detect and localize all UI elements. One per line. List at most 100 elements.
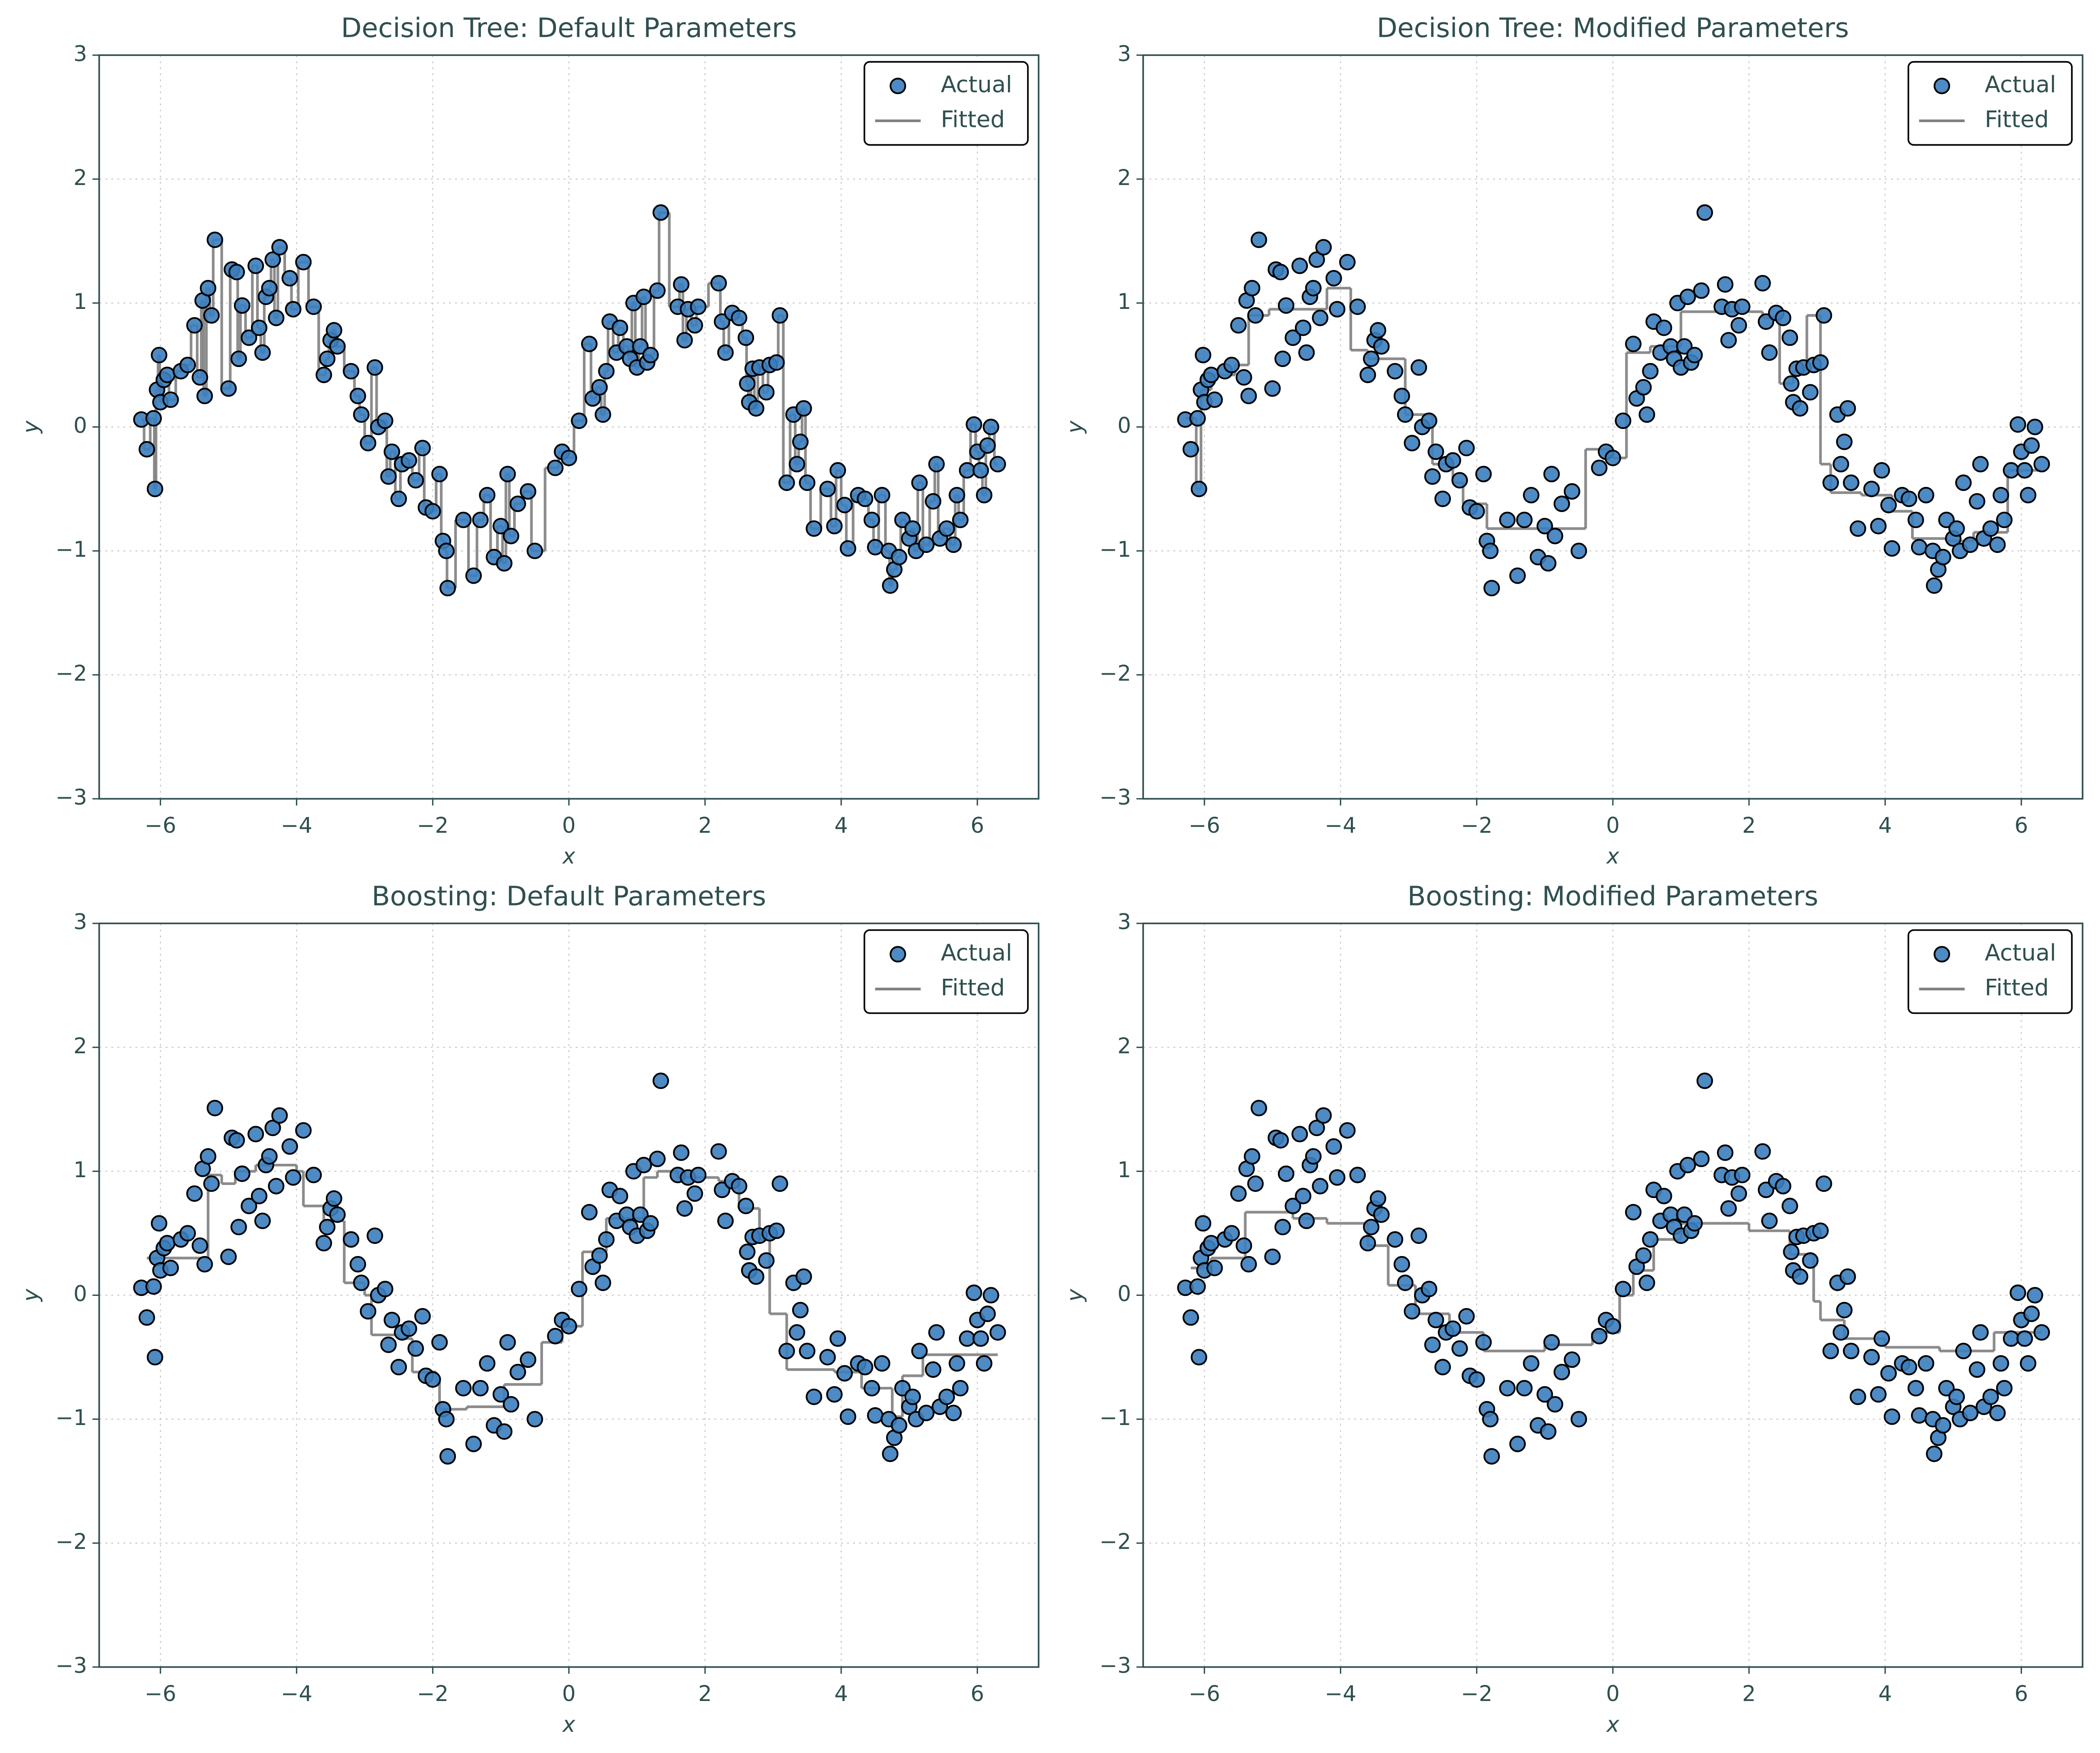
data-point: [1284, 329, 1301, 346]
data-point: [768, 1222, 785, 1239]
data-point: [938, 1388, 955, 1406]
data-point: [710, 275, 727, 292]
data-point: [1993, 1355, 2009, 1372]
data-point: [228, 263, 245, 280]
data-point: [1989, 536, 2006, 553]
data-point: [591, 379, 608, 396]
data-point: [882, 577, 899, 594]
data-point: [2033, 456, 2050, 473]
data-point: [1812, 1222, 1829, 1239]
data-point: [1761, 1212, 1778, 1229]
data-point: [271, 239, 288, 256]
data-point: [768, 354, 785, 371]
data-point: [928, 1324, 945, 1341]
data-point: [1948, 1388, 1965, 1406]
x-axis-label: x: [1606, 1712, 1619, 1737]
data-point: [145, 410, 162, 427]
data-point: [390, 490, 407, 507]
data-point: [1424, 468, 1441, 485]
data-point: [414, 1308, 431, 1325]
subplot-title: Boosting: Modified Parameters: [1408, 881, 1818, 912]
data-point: [1655, 1188, 1672, 1204]
data-point: [2016, 1330, 2033, 1347]
data-point: [2026, 419, 2043, 435]
data-point: [1969, 1361, 1986, 1378]
y-tick-label: −1: [55, 1405, 87, 1430]
data-point: [1655, 319, 1672, 336]
data-point: [1791, 1268, 1808, 1285]
data-point: [690, 1166, 707, 1183]
data-point: [1730, 317, 1747, 334]
y-tick-label: 2: [1118, 1033, 1131, 1058]
data-point: [234, 297, 250, 314]
data-point: [2016, 462, 2033, 479]
data-point: [1468, 1371, 1485, 1388]
data-point: [874, 1355, 891, 1372]
data-point: [2002, 462, 2019, 479]
legend-label: Fitted: [1985, 974, 2049, 1001]
data-point: [414, 440, 431, 457]
data-point: [234, 1165, 250, 1182]
data-point: [1734, 298, 1751, 315]
y-tick-label: 0: [1118, 1281, 1131, 1306]
data-point: [989, 1324, 1006, 1341]
legend-label: Actual: [1985, 940, 2056, 966]
legend-label: Fitted: [1985, 106, 2049, 133]
data-point: [799, 474, 816, 491]
data-point: [1315, 239, 1332, 256]
data-point: [925, 1361, 942, 1378]
data-point: [839, 540, 856, 557]
data-point: [1451, 1340, 1468, 1357]
data-point: [1373, 338, 1390, 355]
data-point: [581, 1204, 598, 1221]
y-tick-label: 1: [74, 1157, 87, 1182]
data-point: [2020, 1355, 2037, 1372]
data-point: [1397, 406, 1414, 423]
data-point: [1642, 1231, 1659, 1248]
data-point: [952, 1380, 969, 1396]
data-point: [925, 493, 942, 510]
data-point: [758, 384, 775, 401]
data-point: [1421, 1281, 1437, 1298]
data-point: [479, 1355, 496, 1372]
data-point: [771, 307, 788, 324]
x-tick-label: 2: [698, 813, 712, 838]
data-point: [1730, 1185, 1747, 1202]
data-point: [353, 406, 370, 423]
x-tick-label: −2: [1461, 1681, 1492, 1706]
data-point: [1996, 1380, 2013, 1396]
data-point: [959, 1330, 975, 1347]
data-point: [1635, 1247, 1652, 1264]
data-point: [1543, 1334, 1560, 1351]
data-point: [380, 1336, 397, 1353]
data-point: [367, 1227, 384, 1244]
y-tick-label: −1: [1099, 1405, 1131, 1430]
data-point: [1775, 309, 1791, 326]
data-point: [806, 520, 822, 537]
data-point: [904, 520, 921, 537]
data-point: [1591, 459, 1608, 476]
y-tick-label: −3: [1099, 1653, 1131, 1678]
data-point: [520, 483, 536, 500]
data-point: [1635, 379, 1652, 396]
data-point: [2009, 416, 2026, 433]
axes-frame: [98, 922, 1040, 1668]
data-point: [836, 497, 853, 513]
data-point: [1359, 367, 1376, 383]
data-point: [1717, 1144, 1734, 1161]
data-point: [1955, 1343, 1972, 1360]
data-point: [1815, 307, 1832, 324]
data-point: [1638, 406, 1655, 423]
data-point: [1250, 231, 1268, 248]
data-point: [1863, 480, 1880, 497]
data-point: [1638, 1274, 1655, 1291]
data-point: [1516, 511, 1533, 529]
data-point: [1308, 1120, 1325, 1136]
data-point: [186, 317, 203, 334]
data-point: [972, 1330, 989, 1347]
data-point: [874, 487, 891, 503]
data-point: [717, 344, 734, 361]
data-point: [145, 1278, 162, 1295]
data-point: [390, 1359, 407, 1376]
data-point: [829, 1330, 846, 1347]
